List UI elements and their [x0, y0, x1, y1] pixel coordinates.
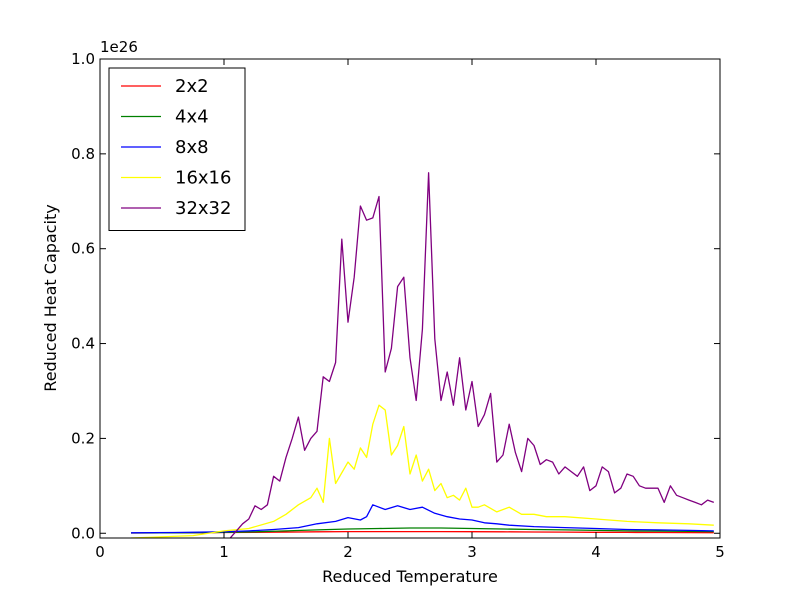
x-tick-label: 5 [715, 543, 725, 561]
series-line-8x8 [130, 504, 714, 534]
legend: 2x2 4x4 8x8 16x16 32x32 [108, 67, 246, 231]
legend-label-8x8: 8x8 [175, 137, 209, 158]
y-tick-label: 0.2 [71, 429, 95, 447]
y-tick-label: 0.6 [71, 240, 95, 258]
y-axis-label: Reduced Heat Capacity [41, 204, 60, 391]
x-tick-label: 1 [219, 543, 229, 561]
y-tick-label: 0.4 [71, 335, 95, 353]
y-axis: 0.0 0.2 0.4 0.6 0.8 1.0 [71, 50, 720, 542]
y-offset-text: 1e26 [100, 38, 138, 56]
legend-label-4x4: 4x4 [175, 107, 209, 128]
x-tick-label: 3 [467, 543, 477, 561]
y-tick-label: 0.0 [71, 524, 95, 542]
plot-frame [99, 58, 721, 539]
series-layer [130, 172, 715, 538]
legend-label-32x32: 32x32 [175, 198, 231, 219]
x-tick-label: 0 [95, 543, 105, 561]
x-axis: 0 1 2 3 4 5 [95, 59, 725, 561]
series-line-16x16 [130, 404, 714, 538]
x-tick-label: 2 [343, 543, 353, 561]
x-axis-label: Reduced Temperature [322, 567, 498, 586]
series-line-32x32 [229, 172, 715, 538]
legend-label-2x2: 2x2 [175, 76, 209, 97]
x-tick-label: 4 [591, 543, 601, 561]
legend-label-16x16: 16x16 [175, 168, 231, 189]
legend-box [108, 67, 246, 231]
y-tick-label: 0.8 [71, 145, 95, 163]
y-tick-label: 1.0 [71, 50, 95, 68]
